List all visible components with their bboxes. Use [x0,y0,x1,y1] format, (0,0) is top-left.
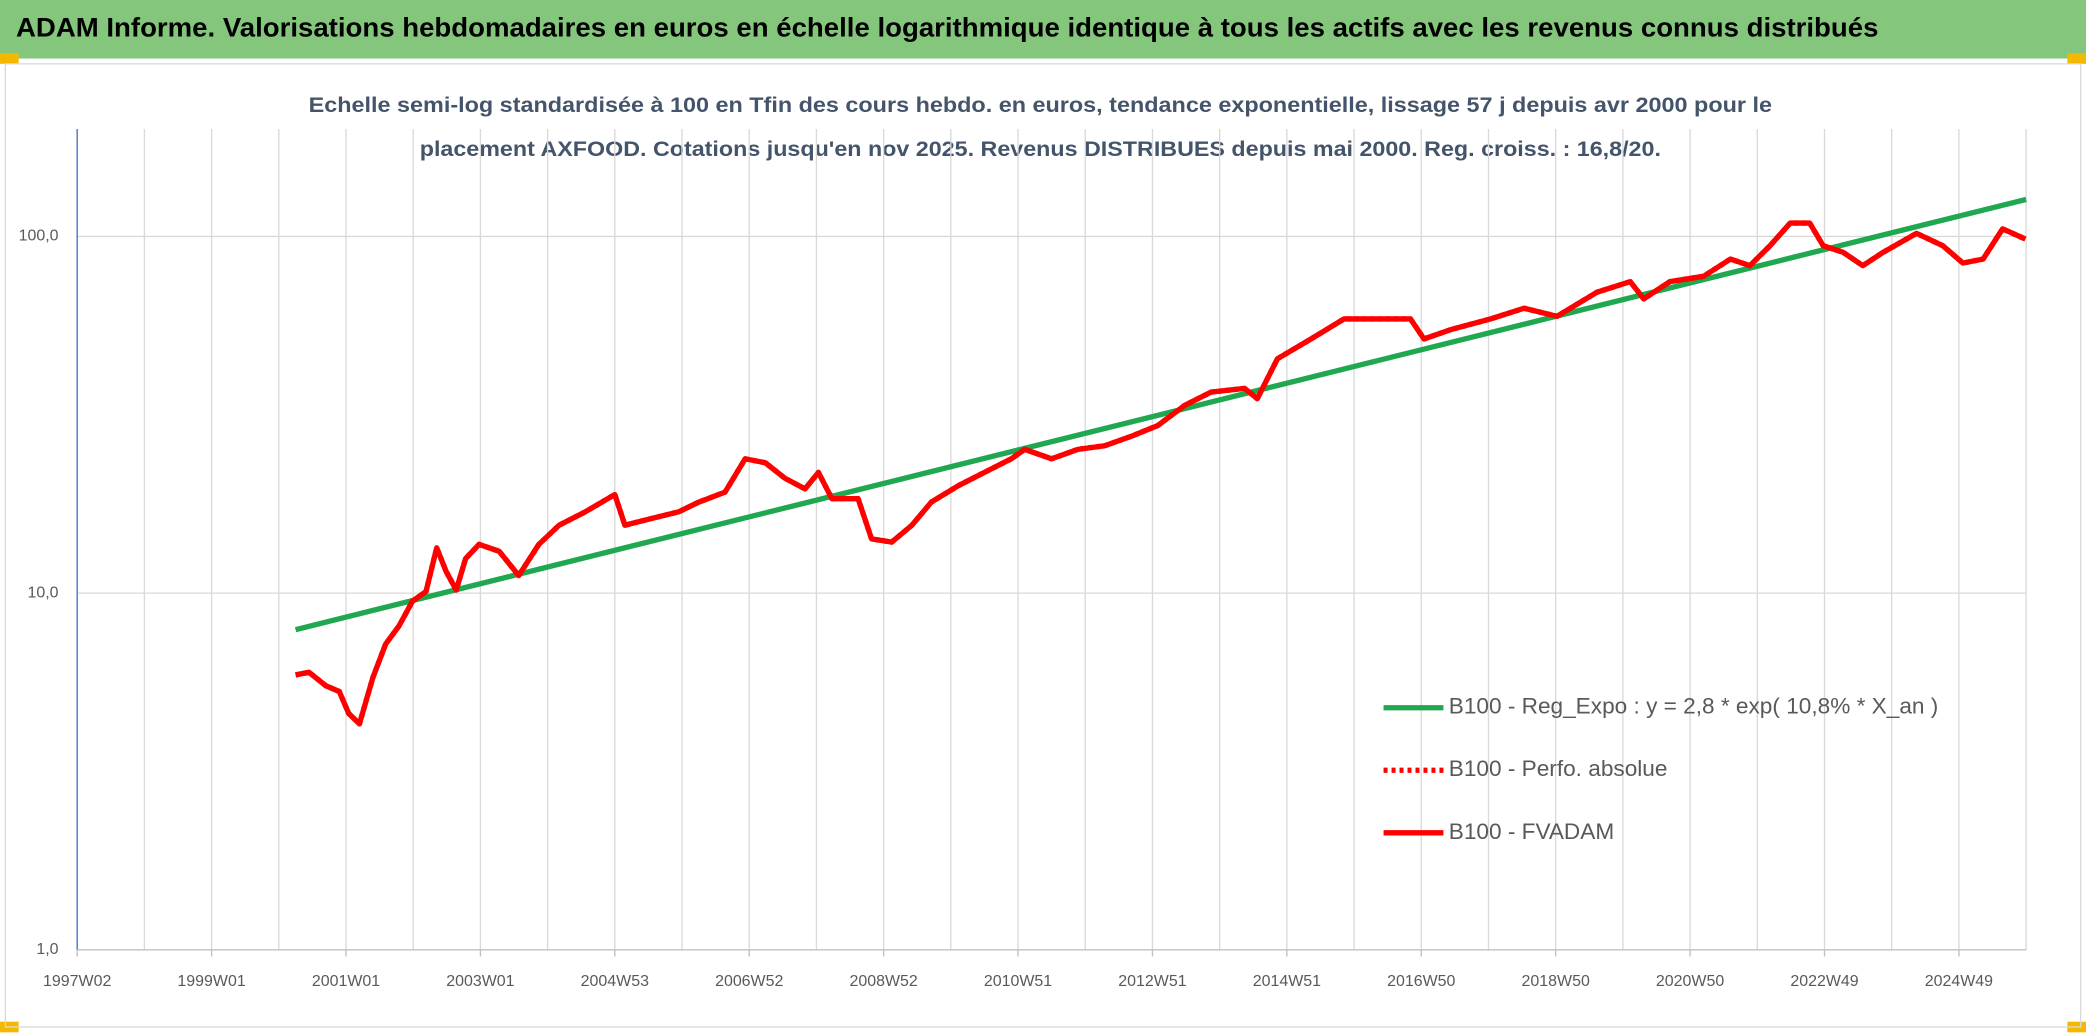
y-tick-label: 1,0 [36,941,58,958]
x-tick-label: 2018W50 [1522,973,1590,990]
x-tick-label: 2024W49 [1925,973,1993,990]
chart-frame [4,63,2082,1028]
x-tick-label: 1997W02 [43,973,111,990]
x-tick-label: 2001W01 [312,973,380,990]
x-tick-label: 2022W49 [1790,973,1858,990]
grid: 1,0 10,0 100,0 1997W02 1999W01 2001W01 2003W01… [19,129,2027,990]
x-tick-label: 2012W51 [1118,973,1186,990]
legend-label: B100 - Reg_Expo : y = 2,8 * exp( 10,8% *… [1449,694,1939,719]
series-line [294,196,2027,633]
y-tick-label: 10,0 [27,584,58,601]
y-tick-label: 100,0 [19,228,59,245]
x-tick-label: 2003W01 [446,973,514,990]
x-tick-label: 2008W52 [849,973,917,990]
legend-label: B100 - Perfo. absolue [1449,756,1668,781]
x-tick-label: 2020W50 [1656,973,1724,990]
corner-mark [2067,53,2086,64]
x-tick-label: 2010W51 [984,973,1052,990]
legend: B100 - Reg_Expo : y = 2,8 * exp( 10,8% *… [1383,694,1939,844]
plot [294,196,2027,727]
banner [0,0,2086,59]
legend-label: B100 - FVADAM [1449,819,1614,844]
x-tick-label: 2014W51 [1253,973,1321,990]
x-tick-label: 2004W53 [581,973,649,990]
corner-mark [0,53,19,64]
x-tick-label: 1999W01 [177,973,245,990]
chart-subtitle: placement AXFOOD. Cotations jusqu'en nov… [420,137,1661,161]
x-tick-label: 2016W50 [1387,973,1455,990]
x-tick-label: 2006W52 [715,973,783,990]
chart-subtitle: Echelle semi-log standardisée à 100 en T… [309,93,1773,117]
page-title: ADAM Informe. Valorisations hebdomadaire… [16,12,1878,42]
series-line [295,220,2027,727]
